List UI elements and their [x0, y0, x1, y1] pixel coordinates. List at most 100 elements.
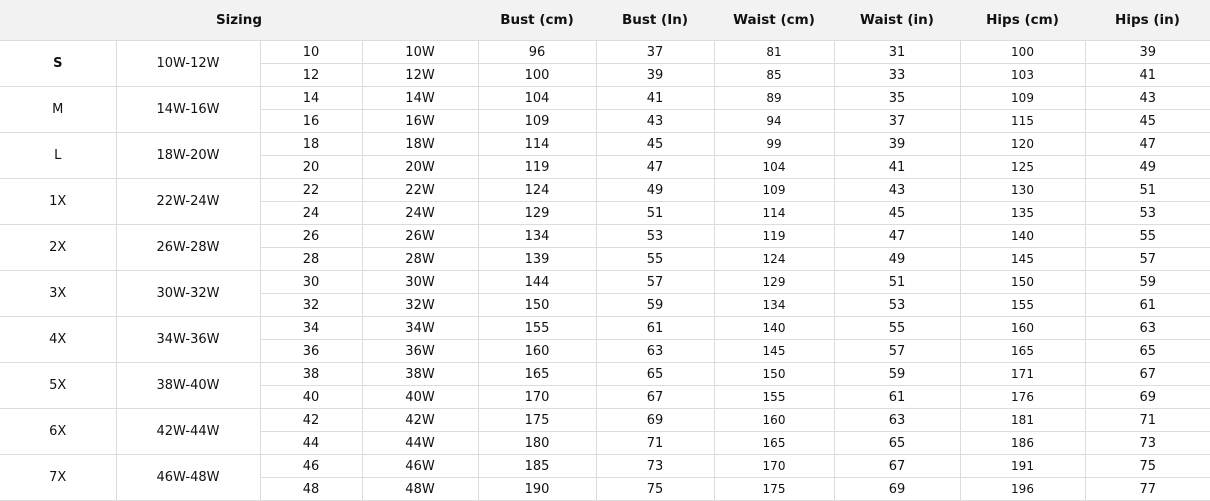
hips-cm-cell: 125: [959, 155, 1086, 179]
waist-cm-cell: 114: [713, 201, 835, 225]
bust-in-cell: 47: [595, 155, 715, 179]
us-size-cell: 26: [259, 224, 363, 248]
waist-cm-cell: 124: [713, 247, 835, 271]
waist-cm-cell: 129: [713, 270, 835, 294]
us-size-cell: 36: [260, 339, 363, 363]
waist-in-cell: 43: [833, 178, 961, 202]
bust-cm-cell: 139: [477, 247, 597, 271]
table-row: 32 32W 150 59 134 53 155 61: [0, 293, 1210, 317]
size-range: 34W-36W: [115, 316, 261, 363]
hips-in-cell: 45: [1084, 109, 1210, 133]
bust-in-cell: 61: [595, 316, 715, 340]
bust-cm-cell: 175: [477, 408, 597, 432]
header-waist-in: Waist (in): [834, 0, 960, 41]
bust-in-cell: 43: [595, 109, 715, 133]
header-waist-cm: Waist (cm): [714, 0, 834, 41]
waist-cm-cell: 94: [713, 109, 835, 133]
w-size-cell: 26W: [361, 224, 479, 248]
w-size-cell: 20W: [361, 155, 479, 179]
waist-in-cell: 69: [833, 477, 961, 501]
waist-cm-cell: 89: [713, 86, 835, 110]
w-size-cell: 12W: [361, 63, 479, 87]
hips-cm-cell: 103: [959, 63, 1086, 87]
hips-cm-cell: 176: [959, 385, 1086, 409]
size-label: 5X: [0, 362, 117, 409]
bust-cm-cell: 155: [477, 316, 597, 340]
us-size-cell: 18: [259, 132, 363, 156]
us-size-cell: 24: [260, 201, 363, 225]
waist-cm-cell: 109: [713, 178, 835, 202]
size-range: 14W-16W: [115, 86, 261, 133]
hips-in-cell: 41: [1084, 63, 1210, 87]
bust-cm-cell: 124: [477, 178, 597, 202]
bust-in-cell: 57: [595, 270, 715, 294]
waist-cm-cell: 99: [713, 132, 835, 156]
size-range: 46W-48W: [115, 454, 261, 501]
waist-in-cell: 65: [833, 431, 961, 455]
us-size-cell: 16: [260, 109, 363, 133]
size-label: 7X: [0, 454, 117, 501]
hips-cm-cell: 130: [959, 178, 1086, 202]
table-row: 4X 34W-36W 34 34W 155 61 140 55 160 63: [0, 316, 1210, 363]
us-size-cell: 14: [259, 86, 363, 110]
waist-in-cell: 57: [833, 339, 961, 363]
waist-in-cell: 59: [833, 362, 961, 386]
us-size-cell: 32: [260, 293, 363, 317]
w-size-cell: 40W: [361, 385, 479, 409]
header-row: Sizing Bust (cm) Bust (In) Waist (cm) Wa…: [0, 0, 1210, 41]
hips-cm-cell: 196: [959, 477, 1086, 501]
waist-in-cell: 37: [833, 109, 961, 133]
hips-cm-cell: 155: [959, 293, 1086, 317]
hips-cm-cell: 135: [959, 201, 1086, 225]
waist-in-cell: 35: [833, 86, 961, 110]
hips-cm-cell: 186: [959, 431, 1086, 455]
waist-cm-cell: 145: [713, 339, 835, 363]
waist-in-cell: 39: [833, 132, 961, 156]
waist-cm-cell: 160: [713, 408, 835, 432]
table-row: M 14W-16W 14 14W 104 41 89 35 109 43: [0, 86, 1210, 133]
hips-cm-cell: 100: [959, 40, 1086, 64]
bust-cm-cell: 150: [477, 293, 597, 317]
bust-in-cell: 71: [595, 431, 715, 455]
table-row: S 10W-12W 10 10W 96 37 81 31 100 39: [0, 40, 1210, 87]
bust-cm-cell: 165: [477, 362, 597, 386]
w-size-cell: 16W: [361, 109, 479, 133]
table-row: 16 16W 109 43 94 37 115 45: [0, 109, 1210, 133]
bust-cm-cell: 100: [477, 63, 597, 87]
bust-cm-cell: 160: [477, 339, 597, 363]
size-label: 6X: [0, 408, 117, 455]
w-size-cell: 48W: [361, 477, 479, 501]
size-label: 4X: [0, 316, 117, 363]
bust-in-cell: 37: [595, 40, 715, 64]
size-range: 26W-28W: [115, 224, 261, 271]
hips-cm-cell: 109: [959, 86, 1086, 110]
bust-in-cell: 39: [595, 63, 715, 87]
us-size-cell: 20: [260, 155, 363, 179]
size-range: 42W-44W: [115, 408, 261, 455]
bust-in-cell: 73: [595, 454, 715, 478]
bust-in-cell: 67: [595, 385, 715, 409]
us-size-cell: 22: [259, 178, 363, 202]
bust-in-cell: 65: [595, 362, 715, 386]
bust-cm-cell: 104: [477, 86, 597, 110]
waist-in-cell: 41: [833, 155, 961, 179]
table-row: 40 40W 170 67 155 61 176 69: [0, 385, 1210, 409]
waist-in-cell: 63: [833, 408, 961, 432]
bust-in-cell: 53: [595, 224, 715, 248]
waist-cm-cell: 134: [713, 293, 835, 317]
header-sizing: Sizing: [0, 0, 478, 41]
hips-in-cell: 71: [1084, 408, 1210, 432]
size-range: 38W-40W: [115, 362, 261, 409]
table-row: 6X 42W-44W 42 42W 175 69 160 63 181 71: [0, 408, 1210, 455]
us-size-cell: 48: [260, 477, 363, 501]
header-bust-cm: Bust (cm): [478, 0, 596, 41]
hips-in-cell: 59: [1084, 270, 1210, 294]
waist-in-cell: 33: [833, 63, 961, 87]
w-size-cell: 30W: [361, 270, 479, 294]
table-row: 44 44W 180 71 165 65 186 73: [0, 431, 1210, 455]
waist-cm-cell: 155: [713, 385, 835, 409]
bust-cm-cell: 109: [477, 109, 597, 133]
hips-cm-cell: 145: [959, 247, 1086, 271]
hips-cm-cell: 165: [959, 339, 1086, 363]
hips-cm-cell: 115: [959, 109, 1086, 133]
